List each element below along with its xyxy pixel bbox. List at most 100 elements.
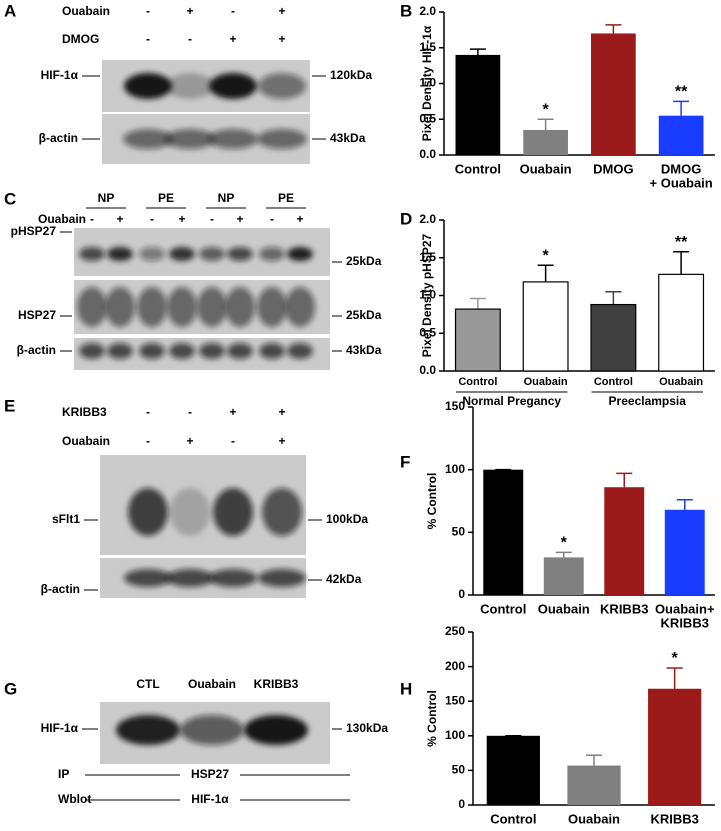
y-tick-label: 0.5 xyxy=(419,325,436,339)
x-tick-label: Ouabain+ xyxy=(655,601,715,616)
band xyxy=(257,129,307,149)
sign: + xyxy=(278,434,285,448)
size-label: 43kDa xyxy=(346,343,382,357)
y-tick-label: 200 xyxy=(445,659,465,673)
y-tick-label: 0 xyxy=(458,797,465,811)
annotation: * xyxy=(672,650,679,667)
wblot-target: HIF-1α xyxy=(191,792,229,806)
band xyxy=(259,247,285,261)
size-label: 42kDa xyxy=(326,572,362,586)
x-tick-label: Control xyxy=(480,601,526,616)
annotation: * xyxy=(543,248,550,265)
sign: - xyxy=(146,32,150,46)
annotation: * xyxy=(543,101,550,118)
band xyxy=(258,569,306,587)
size-label: 130kDa xyxy=(346,721,388,735)
ip-target: HSP27 xyxy=(191,767,229,781)
x-tick-label: KRIBB3 xyxy=(600,601,648,616)
band xyxy=(287,247,313,261)
y-tick-label: 1.5 xyxy=(419,40,436,54)
x-tick-label: Control xyxy=(490,811,536,826)
band xyxy=(285,287,315,327)
sign: - xyxy=(150,212,154,226)
band xyxy=(166,73,214,99)
band xyxy=(107,343,133,359)
y-tick-label: 100 xyxy=(445,462,465,476)
sign: - xyxy=(188,405,192,419)
sign: - xyxy=(146,4,150,18)
x-tick-label: Ouabain xyxy=(538,601,590,616)
sign: - xyxy=(90,212,94,226)
sign: - xyxy=(231,4,235,18)
band xyxy=(124,569,172,587)
bar xyxy=(483,469,524,595)
band-label: HIF-1α xyxy=(41,721,79,735)
row-label: Ouabain xyxy=(38,212,86,226)
band xyxy=(128,488,168,536)
sign: + xyxy=(116,212,123,226)
y-axis-label: Pixel Density pHSP27 xyxy=(420,233,434,357)
band xyxy=(259,343,285,359)
bar xyxy=(604,487,645,595)
band xyxy=(166,569,214,587)
y-tick-label: 0.0 xyxy=(419,147,436,161)
band xyxy=(170,488,210,536)
x-tick-label: Control xyxy=(458,376,497,388)
sign: + xyxy=(296,212,303,226)
x-tick-label: Ouabain xyxy=(659,376,703,388)
x-tick-label: DMOG xyxy=(593,161,633,176)
group-label: PE xyxy=(278,191,294,205)
size-label: 100kDa xyxy=(326,512,368,526)
band-label: sFlt1 xyxy=(52,512,80,526)
row-label: Ouabain xyxy=(62,4,110,18)
band xyxy=(116,715,180,745)
y-tick-label: 2.0 xyxy=(419,212,436,226)
panel-letter: B xyxy=(400,1,412,20)
row-label: KRIBB3 xyxy=(62,405,107,419)
y-tick-label: 50 xyxy=(452,763,466,777)
x-tick-label: KRIBB3 xyxy=(650,811,698,826)
y-tick-label: 1.5 xyxy=(419,250,436,264)
x-tick-label: Ouabain xyxy=(520,161,572,176)
lane-label: CTL xyxy=(136,677,159,691)
band-label: pHSP27 xyxy=(11,224,57,238)
y-axis-label: % Control xyxy=(425,690,439,747)
sign: - xyxy=(146,434,150,448)
panel-letter: D xyxy=(400,209,412,228)
bar xyxy=(455,54,501,155)
band xyxy=(79,343,105,359)
bar xyxy=(591,33,636,156)
band xyxy=(180,715,244,745)
row-label: DMOG xyxy=(62,32,99,46)
band xyxy=(225,287,255,327)
sign: + xyxy=(278,32,285,46)
y-axis-label: Pixel Density HIF-1α xyxy=(420,25,434,141)
bar xyxy=(648,688,702,805)
panel-letter: G xyxy=(4,679,17,698)
ip-label: IP xyxy=(58,767,69,781)
size-label: 25kDa xyxy=(346,254,382,268)
x-tick-label: Control xyxy=(455,161,501,176)
sign: - xyxy=(231,434,235,448)
band xyxy=(227,343,253,359)
bar xyxy=(658,115,704,155)
band xyxy=(287,343,313,359)
bar xyxy=(454,308,501,372)
band xyxy=(199,343,225,359)
band xyxy=(124,73,172,99)
size-label: 43kDa xyxy=(330,131,366,145)
band xyxy=(165,129,215,149)
band xyxy=(227,247,253,261)
band-label: β-actin xyxy=(39,131,78,145)
band xyxy=(257,287,287,327)
band-label: HSP27 xyxy=(18,308,56,322)
x-tick-label: Ouabain xyxy=(524,376,568,388)
sign: + xyxy=(186,4,193,18)
sign: + xyxy=(186,434,193,448)
sign: + xyxy=(278,405,285,419)
y-tick-label: 0.5 xyxy=(419,111,436,125)
bar xyxy=(486,735,540,805)
sign: - xyxy=(146,405,150,419)
group-label: NP xyxy=(98,191,115,205)
sign: + xyxy=(178,212,185,226)
